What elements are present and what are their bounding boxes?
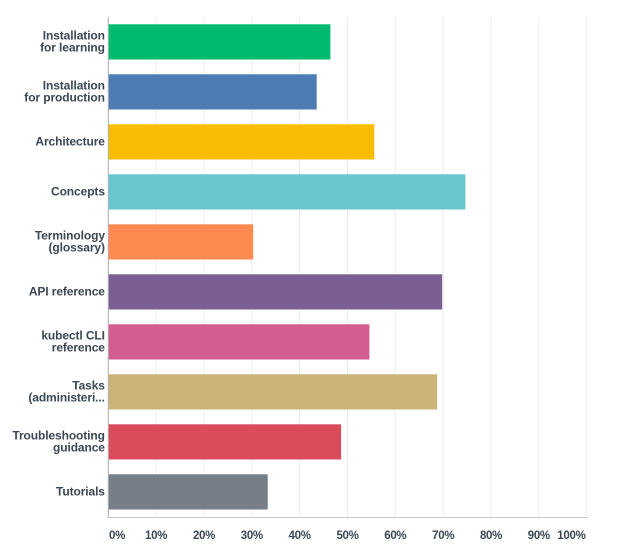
svg-text:(administeri...: (administeri...	[28, 390, 105, 404]
svg-text:Tasks: Tasks	[72, 378, 105, 392]
svg-text:Concepts: Concepts	[51, 184, 105, 198]
svg-text:20%: 20%	[193, 530, 215, 542]
svg-text:(glossary): (glossary)	[49, 240, 105, 254]
svg-text:Architecture: Architecture	[35, 134, 105, 148]
svg-text:Terminology: Terminology	[35, 228, 105, 242]
svg-text:Tutorials: Tutorials	[56, 484, 105, 498]
svg-text:60%: 60%	[384, 530, 406, 542]
svg-text:50%: 50%	[336, 530, 358, 542]
svg-text:for production: for production	[24, 90, 105, 104]
svg-text:70%: 70%	[432, 530, 454, 542]
svg-text:for learning: for learning	[40, 40, 105, 54]
svg-text:Installation: Installation	[43, 78, 105, 92]
svg-text:100%: 100%	[557, 530, 585, 542]
svg-text:90%: 90%	[528, 530, 550, 542]
svg-text:80%: 80%	[480, 530, 502, 542]
svg-text:Installation: Installation	[43, 28, 105, 42]
svg-text:40%: 40%	[289, 530, 311, 542]
svg-text:0%: 0%	[109, 530, 125, 542]
svg-text:10%: 10%	[145, 530, 167, 542]
svg-text:reference: reference	[52, 340, 106, 354]
svg-text:kubectl CLI: kubectl CLI	[41, 328, 105, 342]
svg-text:30%: 30%	[241, 530, 263, 542]
svg-text:Troubleshooting: Troubleshooting	[12, 428, 105, 442]
svg-text:API reference: API reference	[29, 284, 105, 298]
svg-text:guidance: guidance	[53, 440, 105, 454]
